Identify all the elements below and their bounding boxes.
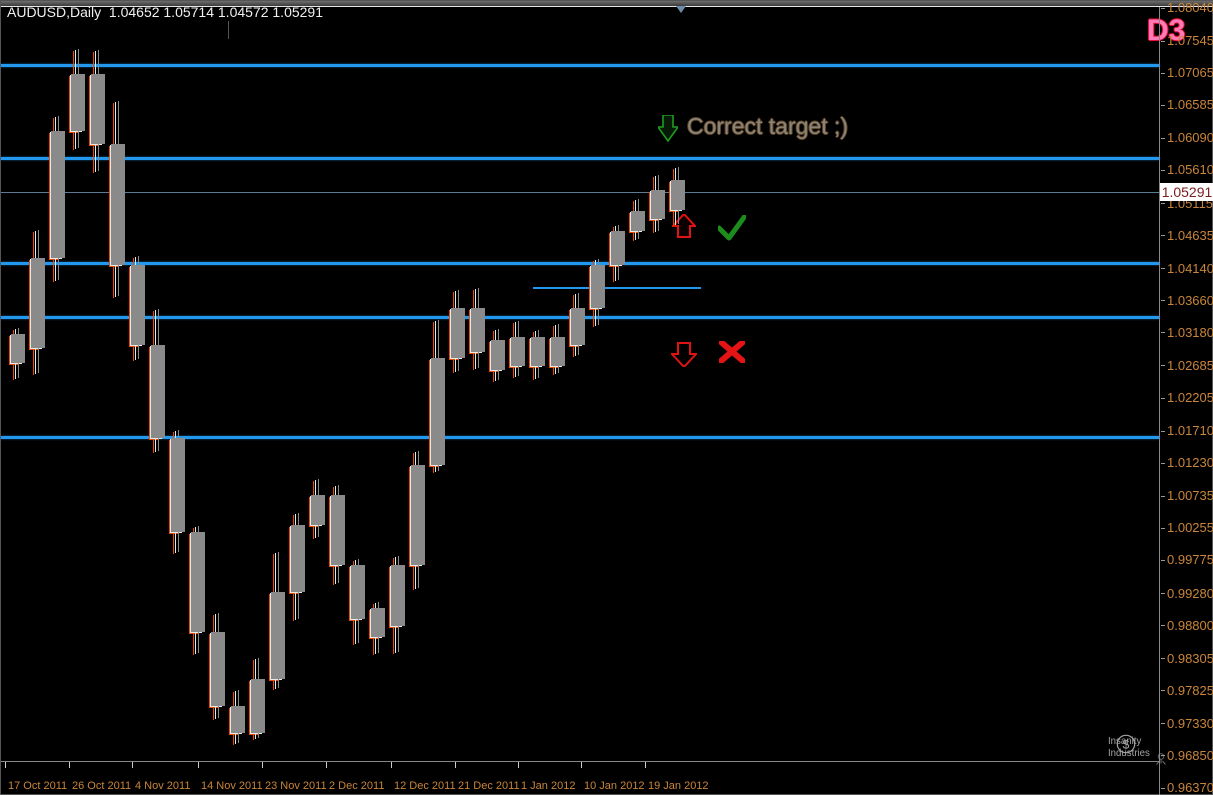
svg-text:$: $: [1123, 738, 1130, 752]
